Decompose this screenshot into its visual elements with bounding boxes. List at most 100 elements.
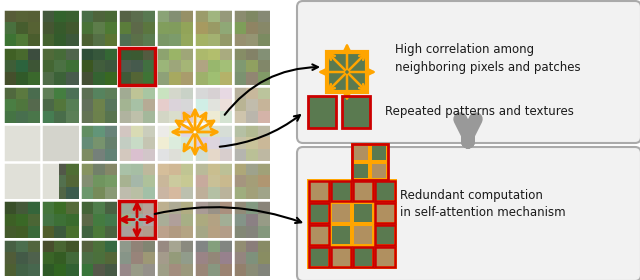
Bar [258, 264, 270, 276]
Bar [169, 10, 181, 22]
Bar [207, 252, 220, 264]
Bar [258, 99, 270, 111]
Bar [28, 99, 40, 111]
Bar [16, 137, 28, 149]
Bar [119, 48, 131, 60]
Bar [93, 201, 105, 214]
Bar [234, 125, 270, 161]
Bar [16, 48, 28, 60]
Bar [93, 87, 105, 99]
Bar [354, 204, 372, 222]
Bar [4, 87, 40, 123]
Bar [181, 149, 193, 161]
Bar [181, 48, 193, 60]
Bar [376, 248, 394, 266]
Bar [157, 10, 193, 46]
Bar [4, 137, 16, 149]
Bar [220, 34, 232, 46]
Bar [195, 10, 232, 46]
Bar [234, 214, 246, 226]
Bar [4, 201, 40, 238]
Bar [105, 240, 117, 252]
Bar [143, 73, 155, 85]
Bar [16, 73, 28, 85]
Bar [28, 264, 40, 276]
Bar [16, 111, 28, 123]
Bar [354, 164, 368, 178]
Bar [28, 137, 40, 149]
Bar [28, 163, 40, 175]
Bar [28, 34, 40, 46]
Bar [131, 137, 143, 149]
Bar [67, 163, 79, 175]
Bar [207, 214, 220, 226]
Bar [67, 252, 79, 264]
Bar [67, 73, 79, 85]
Bar [220, 99, 232, 111]
FancyBboxPatch shape [297, 1, 640, 143]
Bar [67, 149, 79, 161]
Bar [4, 201, 16, 214]
Bar [220, 214, 232, 226]
Bar [119, 34, 131, 46]
Bar [105, 137, 117, 149]
Bar [119, 111, 131, 123]
Bar [67, 87, 79, 99]
Bar [195, 22, 207, 34]
Bar [42, 240, 54, 252]
Bar [16, 240, 28, 252]
Bar [234, 175, 246, 187]
Bar [157, 240, 169, 252]
Bar [119, 137, 131, 149]
Bar [81, 60, 93, 73]
Bar [169, 87, 181, 99]
Bar [195, 163, 207, 175]
Bar [119, 201, 155, 238]
Bar [67, 22, 79, 34]
Bar [4, 149, 16, 161]
Bar [329, 54, 365, 90]
Bar [309, 203, 329, 223]
Bar [28, 87, 40, 99]
Bar [258, 240, 270, 252]
Bar [131, 125, 143, 137]
Bar [54, 48, 67, 60]
Bar [143, 187, 155, 199]
Bar [169, 214, 181, 226]
Bar [119, 99, 131, 111]
Bar [169, 264, 181, 276]
Bar [4, 48, 40, 85]
Bar [16, 163, 28, 175]
Bar [157, 125, 169, 137]
Bar [131, 149, 143, 161]
Bar [119, 252, 131, 264]
Bar [169, 111, 181, 123]
Bar [246, 125, 258, 137]
Bar [207, 149, 220, 161]
Bar [42, 175, 54, 187]
Bar [331, 181, 351, 201]
Bar [81, 111, 93, 123]
Bar [195, 87, 232, 123]
Bar [81, 201, 93, 214]
Bar [105, 73, 117, 85]
Bar [220, 111, 232, 123]
Bar [195, 111, 207, 123]
Bar [181, 264, 193, 276]
Bar [93, 34, 105, 46]
Bar [207, 87, 220, 99]
Bar [246, 48, 258, 60]
Bar [143, 22, 155, 34]
Bar [195, 73, 207, 85]
Bar [42, 87, 54, 99]
Bar [246, 149, 258, 161]
Bar [195, 99, 207, 111]
Bar [258, 22, 270, 34]
Bar [207, 187, 220, 199]
Bar [105, 34, 117, 46]
Bar [181, 201, 193, 214]
Bar [54, 60, 67, 73]
Bar [246, 252, 258, 264]
Bar [157, 48, 193, 85]
Bar [181, 187, 193, 199]
